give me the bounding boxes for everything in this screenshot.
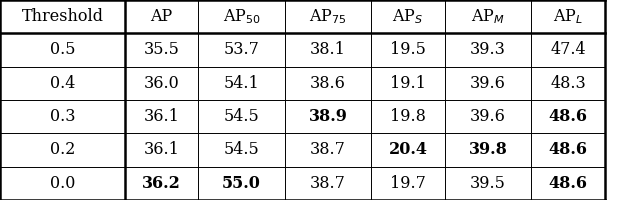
Text: 19.7: 19.7 — [390, 175, 426, 192]
Text: 0.5: 0.5 — [50, 42, 75, 58]
Text: 38.1: 38.1 — [310, 42, 346, 58]
Text: 20.4: 20.4 — [388, 141, 428, 158]
Text: 48.6: 48.6 — [548, 141, 588, 158]
Text: 36.1: 36.1 — [143, 141, 180, 158]
Text: 36.0: 36.0 — [144, 75, 179, 92]
Text: 53.7: 53.7 — [223, 42, 260, 58]
Text: 19.5: 19.5 — [390, 42, 426, 58]
Text: Threshold: Threshold — [21, 8, 104, 25]
Text: 38.7: 38.7 — [310, 175, 346, 192]
Text: 0.3: 0.3 — [50, 108, 75, 125]
Text: 38.9: 38.9 — [308, 108, 348, 125]
Text: 54.5: 54.5 — [224, 108, 259, 125]
Text: 35.5: 35.5 — [143, 42, 180, 58]
Text: 48.6: 48.6 — [548, 175, 588, 192]
Text: 36.1: 36.1 — [143, 108, 180, 125]
Text: AP$_M$: AP$_M$ — [471, 7, 505, 26]
Text: 54.5: 54.5 — [224, 141, 259, 158]
Text: AP: AP — [150, 8, 173, 25]
Text: 19.1: 19.1 — [390, 75, 426, 92]
Text: 36.2: 36.2 — [142, 175, 181, 192]
Text: 0.4: 0.4 — [50, 75, 75, 92]
Text: AP$_L$: AP$_L$ — [553, 7, 583, 26]
Text: 54.1: 54.1 — [224, 75, 259, 92]
Text: 39.5: 39.5 — [470, 175, 506, 192]
Text: 39.3: 39.3 — [470, 42, 506, 58]
Text: 19.8: 19.8 — [390, 108, 426, 125]
Text: 55.0: 55.0 — [222, 175, 261, 192]
Text: AP$_{75}$: AP$_{75}$ — [309, 7, 347, 26]
Text: AP$_S$: AP$_S$ — [392, 7, 424, 26]
Text: AP$_{50}$: AP$_{50}$ — [223, 7, 260, 26]
Text: 0.0: 0.0 — [50, 175, 75, 192]
Text: 38.6: 38.6 — [310, 75, 346, 92]
Text: 0.2: 0.2 — [50, 141, 75, 158]
Text: 39.6: 39.6 — [470, 75, 506, 92]
Text: 39.6: 39.6 — [470, 108, 506, 125]
Text: 48.3: 48.3 — [550, 75, 586, 92]
Text: 38.7: 38.7 — [310, 141, 346, 158]
Text: 39.8: 39.8 — [468, 141, 508, 158]
Text: 47.4: 47.4 — [550, 42, 586, 58]
Text: 48.6: 48.6 — [548, 108, 588, 125]
